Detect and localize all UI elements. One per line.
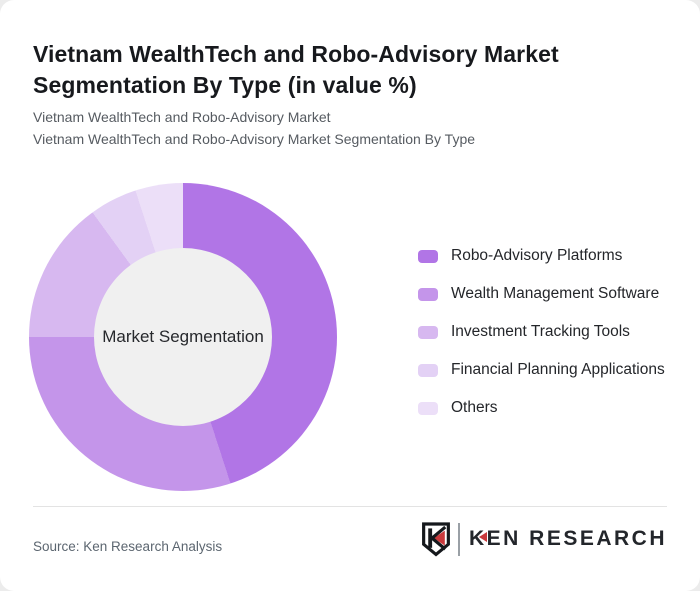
legend-swatch-icon: [418, 287, 438, 301]
donut-center: Market Segmentation: [94, 248, 272, 426]
legend-label: Others: [451, 399, 498, 416]
chart-subtitles: Vietnam WealthTech and Robo-Advisory Mar…: [33, 106, 653, 150]
subtitle-line-1: Vietnam WealthTech and Robo-Advisory Mar…: [33, 109, 331, 125]
legend-item-financial-planning-applications[interactable]: Financial Planning Applications: [418, 358, 665, 382]
legend-swatch-icon: [418, 325, 438, 339]
legend-item-others[interactable]: Others: [418, 396, 665, 420]
legend-label: Investment Tracking Tools: [451, 323, 630, 340]
shield-red-triangle: [433, 530, 445, 546]
ken-research-shield-icon: [422, 522, 450, 557]
legend-swatch-icon: [418, 249, 438, 263]
logo-wordmark: KEN RESEARCH: [469, 527, 667, 551]
footer-divider: [33, 506, 667, 507]
legend-label: Wealth Management Software: [451, 285, 660, 302]
legend-item-wealth-management-software[interactable]: Wealth Management Software: [418, 282, 665, 306]
ken-research-logo: KEN RESEARCH: [421, 521, 667, 557]
chart-legend: Robo-Advisory Platforms Wealth Managemen…: [418, 244, 665, 420]
legend-label: Robo-Advisory Platforms: [451, 247, 623, 264]
donut-center-label: Market Segmentation: [102, 327, 264, 346]
source-note: Source: Ken Research Analysis: [33, 539, 223, 554]
chart-title: Vietnam WealthTech and Robo-Advisory Mar…: [33, 41, 559, 99]
subtitle-line-2: Vietnam WealthTech and Robo-Advisory Mar…: [33, 131, 476, 147]
legend-item-robo-advisory-platforms[interactable]: Robo-Advisory Platforms: [418, 244, 665, 268]
donut-chart[interactable]: Market Segmentation: [29, 183, 337, 491]
legend-label: Financial Planning Applications: [451, 361, 665, 378]
legend-swatch-icon: [418, 401, 438, 415]
logo-rest-letters: EN RESEARCH: [486, 527, 667, 550]
logo-divider: [457, 522, 460, 556]
logo-k-letter: K: [468, 527, 487, 550]
legend-item-investment-tracking-tools[interactable]: Investment Tracking Tools: [418, 320, 665, 344]
legend-swatch-icon: [418, 363, 438, 377]
